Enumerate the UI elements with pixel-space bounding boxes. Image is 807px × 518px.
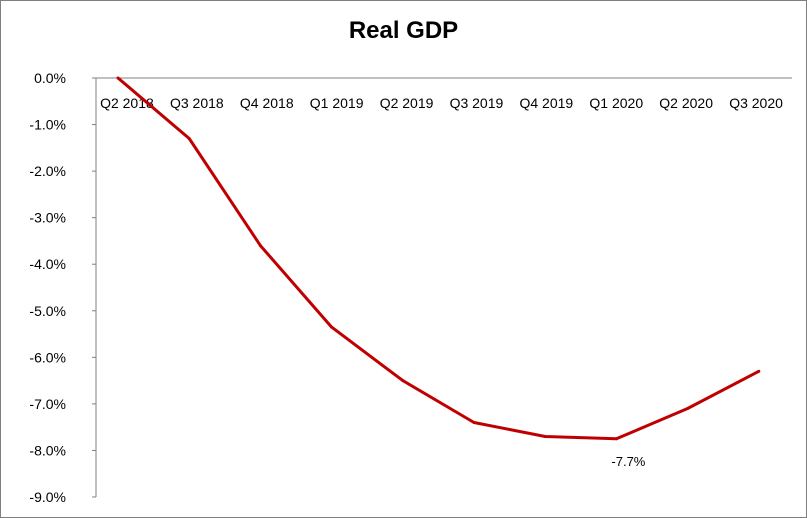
series-line xyxy=(117,76,760,441)
y-tick-label: -6.0% xyxy=(29,349,66,365)
data-point xyxy=(187,137,191,141)
y-tick-label: -4.0% xyxy=(29,256,66,272)
y-tick-label: -1.0% xyxy=(29,117,66,133)
data-point xyxy=(401,379,405,383)
data-point xyxy=(543,434,547,438)
data-point xyxy=(258,244,262,248)
x-tick-label: Q2 2020 xyxy=(659,95,713,111)
data-point xyxy=(116,76,120,80)
y-tick-label: -7.0% xyxy=(29,396,66,412)
y-tick-label: -3.0% xyxy=(29,210,66,226)
x-tick-label: Q3 2018 xyxy=(170,95,224,111)
data-point xyxy=(614,437,618,441)
data-point xyxy=(686,407,690,411)
x-tick-label: Q1 2020 xyxy=(589,95,643,111)
y-tick-label: -8.0% xyxy=(29,442,66,458)
y-tick-label: -5.0% xyxy=(29,303,66,319)
x-tick-label: Q4 2018 xyxy=(240,95,294,111)
x-tick-label: Q3 2019 xyxy=(450,95,504,111)
x-tick-label: Q1 2019 xyxy=(310,95,364,111)
y-tick-label: -9.0% xyxy=(29,489,66,505)
chart-title: Real GDP xyxy=(348,17,459,44)
y-tick-label: 0.0% xyxy=(34,70,66,86)
y-tick-label: -2.0% xyxy=(29,163,66,179)
x-tick-label: Q3 2020 xyxy=(729,95,783,111)
x-tick-label: Q4 2019 xyxy=(519,95,573,111)
data-label: -7.7% xyxy=(611,454,645,469)
data-point xyxy=(472,421,476,425)
data-point xyxy=(330,325,334,329)
x-tick-label: Q2 2019 xyxy=(380,95,434,111)
data-point xyxy=(757,369,761,373)
